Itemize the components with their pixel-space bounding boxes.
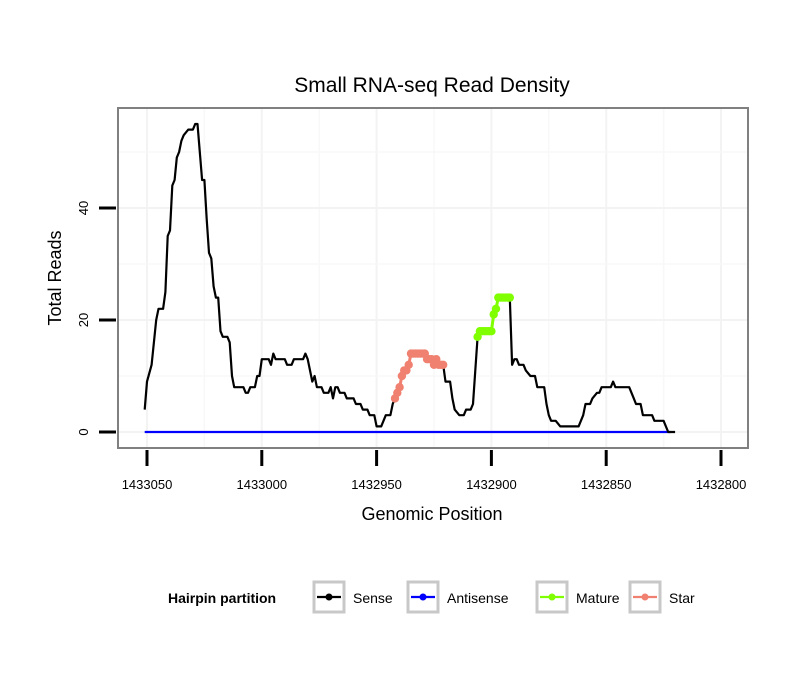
x-tick-label: 1432850 [581, 477, 632, 492]
legend-title: Hairpin partition [168, 590, 276, 606]
series-line-sense [143, 122, 676, 434]
legend-label: Sense [353, 590, 393, 606]
y-axis: 0 20 40 [76, 201, 116, 436]
y-tick-label: 0 [76, 428, 91, 435]
legend-item-star: Star [628, 580, 695, 614]
legend-key-point [548, 593, 556, 601]
x-tick-label: 1433050 [122, 477, 173, 492]
plot-panel-border [117, 107, 749, 449]
x-tick-label: 1433000 [236, 477, 287, 492]
data-point-star [439, 360, 448, 369]
data-point-mature [487, 327, 496, 336]
legend: Hairpin partition Sense Antisense Mature Sta… [168, 580, 695, 614]
legend-label: Mature [576, 590, 620, 606]
x-axis: 1433050 1433000 1432950 1432900 1432850 14328… [122, 450, 747, 492]
y-tick-label: 40 [76, 201, 91, 215]
legend-key-point [419, 593, 427, 601]
y-axis-title: Total Reads [45, 230, 65, 325]
series-sense [143, 122, 676, 434]
chart-title: Small RNA-seq Read Density [294, 74, 570, 97]
x-axis-title: Genomic Position [361, 504, 502, 524]
x-tick-label: 1432900 [466, 477, 517, 492]
x-tick-label: 1432950 [351, 477, 402, 492]
legend-label: Star [669, 590, 695, 606]
legend-key-point [325, 593, 333, 601]
legend-key-point [641, 593, 649, 601]
legend-label: Antisense [447, 590, 509, 606]
legend-item-antisense: Antisense [406, 580, 509, 614]
series-layer [143, 122, 676, 434]
data-point-star [404, 360, 413, 369]
series-mature [473, 293, 514, 341]
data-point-mature [505, 293, 514, 302]
legend-item-mature: Mature [535, 580, 620, 614]
data-point-star [395, 383, 404, 392]
x-tick-label: 1432800 [696, 477, 747, 492]
series-star [390, 349, 448, 403]
legend-item-sense: Sense [312, 580, 393, 614]
data-point-mature [491, 304, 501, 313]
y-tick-label: 20 [76, 313, 91, 327]
